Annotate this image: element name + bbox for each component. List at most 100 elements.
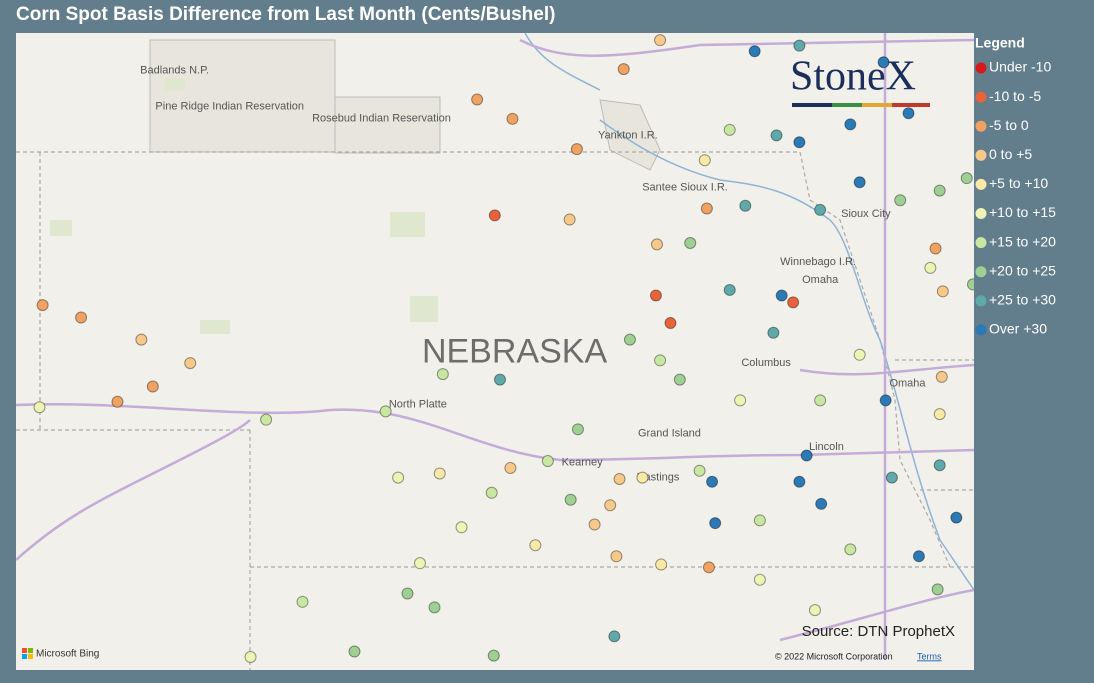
location-point[interactable] <box>413 557 426 570</box>
location-point[interactable] <box>753 573 766 586</box>
location-point[interactable] <box>471 93 484 106</box>
location-point[interactable] <box>392 471 405 484</box>
location-point[interactable] <box>815 497 828 510</box>
location-point[interactable] <box>654 34 667 47</box>
location-point[interactable] <box>800 449 813 462</box>
location-point[interactable] <box>244 651 257 664</box>
location-point[interactable] <box>808 604 821 617</box>
location-point[interactable] <box>610 550 623 563</box>
location-point[interactable] <box>636 471 649 484</box>
location-point[interactable] <box>75 311 88 324</box>
location-point[interactable] <box>902 107 915 120</box>
legend-label: -10 to -5 <box>989 88 1041 104</box>
location-point[interactable] <box>506 112 519 125</box>
location-point[interactable] <box>933 184 946 197</box>
legend-swatch <box>975 324 987 336</box>
location-point[interactable] <box>879 394 892 407</box>
location-point[interactable] <box>929 242 942 255</box>
location-point[interactable] <box>401 587 414 600</box>
location-point[interactable] <box>924 261 937 274</box>
location-point[interactable] <box>485 486 498 499</box>
location-point[interactable] <box>844 543 857 556</box>
location-point[interactable] <box>933 408 946 421</box>
location-point[interactable] <box>571 423 584 436</box>
location-point[interactable] <box>541 455 554 468</box>
location-point[interactable] <box>700 202 713 215</box>
location-point[interactable] <box>935 370 948 383</box>
location-point[interactable] <box>135 333 148 346</box>
location-point[interactable] <box>33 401 46 414</box>
location-point[interactable] <box>649 289 662 302</box>
location-point[interactable] <box>960 172 973 185</box>
location-point[interactable] <box>693 464 706 477</box>
location-point[interactable] <box>936 285 949 298</box>
location-point[interactable] <box>734 394 747 407</box>
location-point[interactable] <box>885 471 898 484</box>
location-point[interactable] <box>563 213 576 226</box>
location-point[interactable] <box>702 561 715 574</box>
location-point[interactable] <box>564 493 577 506</box>
location-point[interactable] <box>608 630 621 643</box>
location-point[interactable] <box>428 601 441 614</box>
location-point[interactable] <box>36 299 49 312</box>
location-point[interactable] <box>570 143 583 156</box>
location-point[interactable] <box>529 539 542 552</box>
location-point[interactable] <box>455 521 468 534</box>
location-point[interactable] <box>613 472 626 485</box>
location-point[interactable] <box>504 461 517 474</box>
location-point[interactable] <box>933 459 946 472</box>
location-point[interactable] <box>793 475 806 488</box>
location-point[interactable] <box>650 238 663 251</box>
location-point[interactable] <box>793 39 806 52</box>
location-point[interactable] <box>787 296 800 309</box>
location-point[interactable] <box>588 518 601 531</box>
location-point[interactable] <box>723 123 736 136</box>
location-point[interactable] <box>698 154 711 167</box>
location-point[interactable] <box>654 354 667 367</box>
location-point[interactable] <box>379 405 392 418</box>
location-point[interactable] <box>604 499 617 512</box>
location-point[interactable] <box>184 357 197 370</box>
location-point[interactable] <box>146 380 159 393</box>
place-label: Pine Ridge Indian Reservation <box>155 100 304 112</box>
location-point[interactable] <box>111 395 124 408</box>
location-point[interactable] <box>664 317 677 330</box>
location-point[interactable] <box>655 558 668 571</box>
report-title: Corn Spot Basis Difference from Last Mon… <box>16 4 555 25</box>
location-point[interactable] <box>877 56 890 69</box>
location-point[interactable] <box>617 63 630 76</box>
location-point[interactable] <box>488 209 501 222</box>
location-point[interactable] <box>753 514 766 527</box>
terms-link[interactable]: Terms <box>917 651 942 661</box>
location-point[interactable] <box>709 517 722 530</box>
location-point[interactable] <box>260 413 273 426</box>
location-point[interactable] <box>912 550 925 563</box>
location-point[interactable] <box>966 278 978 291</box>
location-point[interactable] <box>296 595 309 608</box>
location-point[interactable] <box>775 289 788 302</box>
location-point[interactable] <box>487 649 500 662</box>
location-point[interactable] <box>950 511 963 524</box>
location-point[interactable] <box>684 237 697 250</box>
location-point[interactable] <box>739 199 752 212</box>
location-point[interactable] <box>748 45 761 58</box>
location-point[interactable] <box>673 373 686 386</box>
location-point[interactable] <box>723 283 736 296</box>
location-point[interactable] <box>793 136 806 149</box>
location-point[interactable] <box>706 475 719 488</box>
location-point[interactable] <box>894 194 907 207</box>
location-point[interactable] <box>853 176 866 189</box>
location-point[interactable] <box>770 129 783 142</box>
location-point[interactable] <box>623 333 636 346</box>
legend-label: +25 to +30 <box>989 292 1056 308</box>
location-point[interactable] <box>814 203 827 216</box>
location-point[interactable] <box>433 467 446 480</box>
location-point[interactable] <box>767 326 780 339</box>
location-point[interactable] <box>931 583 944 596</box>
location-point[interactable] <box>814 394 827 407</box>
location-point[interactable] <box>436 368 449 381</box>
location-point[interactable] <box>348 645 361 658</box>
location-point[interactable] <box>494 373 506 386</box>
location-point[interactable] <box>844 118 857 131</box>
location-point[interactable] <box>853 348 866 361</box>
